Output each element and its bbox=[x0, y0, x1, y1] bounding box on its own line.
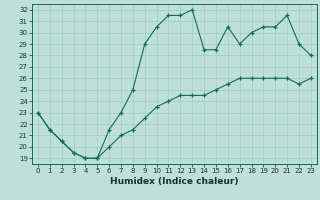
X-axis label: Humidex (Indice chaleur): Humidex (Indice chaleur) bbox=[110, 177, 239, 186]
